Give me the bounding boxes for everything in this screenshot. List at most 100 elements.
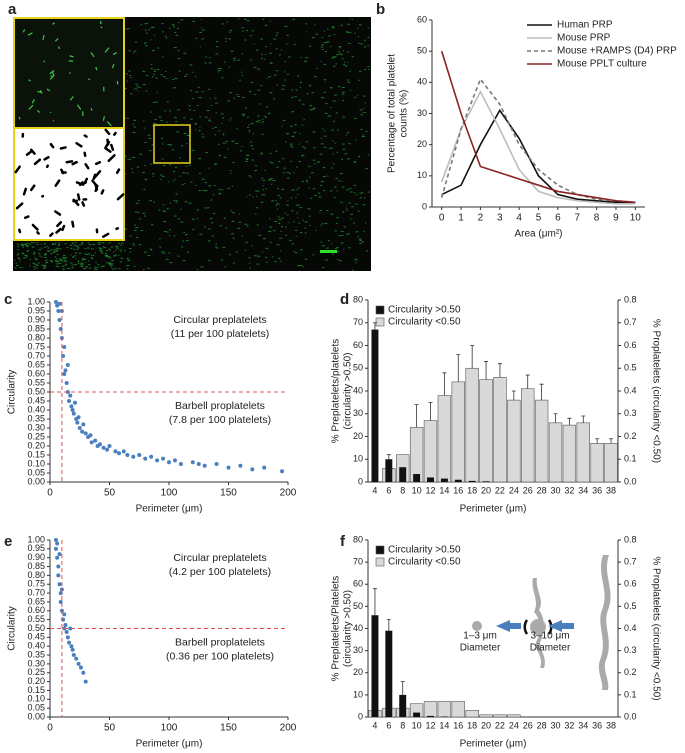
speck (145, 90, 148, 92)
speck (99, 249, 102, 251)
speck (262, 119, 264, 121)
annotation: (11 per 100 platelets) (171, 328, 269, 340)
tick-label: 0.75 (27, 579, 45, 589)
tick-label: 0.05 (27, 703, 45, 713)
speck (119, 261, 123, 263)
speck (278, 218, 281, 220)
speck (105, 256, 109, 258)
speck (110, 246, 113, 248)
speck (259, 103, 262, 105)
tick-label: 0.45 (27, 632, 45, 642)
speck (103, 246, 107, 248)
speck (207, 240, 211, 242)
blob (94, 183, 99, 191)
bar (399, 467, 407, 482)
speck (76, 247, 80, 249)
speck (190, 90, 193, 92)
speck (39, 255, 42, 257)
legend-label: Mouse +RAMPS (D4) PRP (557, 46, 677, 57)
speck (281, 217, 284, 219)
speck (97, 266, 99, 268)
speck (174, 31, 177, 33)
tick-label: 0.75 (27, 341, 45, 351)
speck (25, 245, 29, 247)
point (53, 546, 58, 551)
speck (188, 202, 192, 204)
speck (252, 148, 254, 150)
speck (277, 208, 279, 210)
speck (58, 262, 62, 264)
speck (148, 29, 150, 31)
speck (241, 113, 245, 115)
speck (255, 195, 258, 197)
speck (253, 43, 255, 45)
speck (345, 134, 348, 136)
speck (219, 192, 222, 194)
speck (44, 254, 47, 256)
speck (177, 218, 180, 220)
speck (220, 67, 222, 69)
speck (114, 267, 117, 269)
tick-label: 0.30 (27, 658, 45, 668)
speck (51, 71, 55, 76)
speck (70, 262, 72, 264)
speck (328, 115, 332, 117)
error-bar (428, 401, 433, 421)
speck (249, 267, 252, 269)
legend-swatch (375, 305, 385, 315)
point (155, 458, 160, 463)
speck (231, 220, 235, 222)
speck (237, 59, 240, 61)
speck (58, 244, 61, 246)
tick-label: 0.7 (624, 557, 637, 567)
tick-label: 5 (536, 213, 542, 224)
tick-label: 0.60 (27, 368, 45, 378)
speck (47, 250, 51, 252)
speck (172, 78, 175, 80)
speck (218, 193, 221, 195)
speck (163, 164, 166, 166)
speck (236, 93, 239, 95)
speck (124, 117, 127, 119)
tick-label: 0.25 (27, 667, 45, 677)
point (161, 456, 166, 461)
speck (293, 43, 296, 45)
speck (358, 79, 361, 81)
arrow-left (496, 620, 521, 632)
blob (72, 198, 80, 207)
tick-label: 2 (478, 213, 484, 224)
speck (58, 242, 61, 244)
speck (144, 43, 146, 45)
tick-label: 0.4 (624, 623, 637, 633)
speck (304, 60, 307, 62)
blob (75, 141, 83, 148)
speck (335, 63, 337, 65)
tick-label: 0.60 (27, 605, 45, 615)
speck (124, 228, 128, 230)
speck (266, 77, 268, 79)
speck (286, 204, 289, 206)
point (68, 626, 73, 631)
speck (312, 254, 315, 256)
tick-label: 20 (481, 720, 491, 730)
speck (150, 111, 152, 113)
speck (233, 59, 236, 61)
speck (143, 127, 146, 129)
speck (115, 249, 117, 251)
speck (161, 158, 164, 160)
speck (229, 254, 231, 256)
point (250, 467, 255, 472)
speck (162, 56, 164, 58)
point (74, 656, 79, 661)
point (178, 462, 183, 466)
speck (357, 36, 360, 38)
inset-binary-dots (14, 128, 125, 238)
speck (201, 38, 204, 40)
speck (27, 32, 33, 36)
speck (367, 191, 370, 193)
speck (269, 62, 272, 64)
speck (351, 56, 355, 58)
speck (165, 37, 168, 39)
zoom-box (153, 124, 191, 164)
speck (244, 223, 248, 225)
